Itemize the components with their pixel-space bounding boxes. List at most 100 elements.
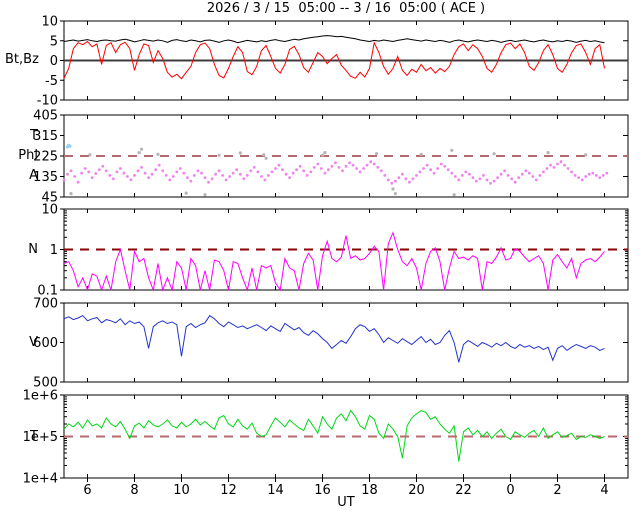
scatter-dot-Phi-uncertain [450,148,454,152]
y-tick-label: 700 [33,297,58,312]
scatter-dot-Phi [281,168,284,172]
scatter-dot-Phi [485,178,489,182]
scatter-dot-Phi [66,172,69,176]
scatter-dot-Phi [235,168,239,172]
scatter-dot-Phi [443,164,447,168]
scatter-dot-Phi [591,171,595,175]
scatter-dot-Phi-uncertain [184,191,188,195]
scatter-dot-Phi [108,174,112,177]
scatter-dot-Phi-uncertain [375,152,379,156]
scatter-dot-Phi [411,177,415,181]
scatter-dot-Phi [334,161,337,165]
scatter-dot-Phi [245,174,249,177]
scatter-dot-Phi [524,169,528,173]
scatter-dot-Phi [178,167,182,170]
series-line-N [63,231,605,292]
scatter-dot-Phi [587,172,591,176]
scatter-dot-Phi [386,178,390,182]
scatter-dot-Phi-uncertain [217,153,221,157]
scatter-dot-Phi [418,170,422,174]
scatter-dot-Phi [549,163,552,167]
scatter-dot-Phi [175,170,179,174]
scatter-dot-Phi [260,175,263,178]
scatter-dot-Phi [351,163,355,167]
scatter-dot-Phi [573,174,577,177]
scatter-dot-Phi-uncertain [88,153,92,157]
scatter-dot-Phi [468,172,471,176]
scatter-dot-Phi [94,172,98,175]
scatter-dot-Phi [482,174,485,177]
scatter-dot-Phi-uncertain [584,153,588,157]
panel-label-temperature: T [30,429,38,444]
scatter-dot-Phi [309,170,313,174]
scatter-dot-Phi [492,179,496,183]
scatter-dot-Phi-uncertain [203,193,207,197]
x-tick-label: 16 [314,483,331,498]
x-tick-label: 12 [220,483,237,498]
scatter-dot-Phi [133,174,136,177]
scatter-dot-Phi-uncertain [137,151,141,155]
y-tick-label: 45 [41,191,58,206]
y-tick-label: -5 [45,74,58,89]
scatter-dot-Phi [534,178,538,182]
x-tick-label: 6 [83,483,91,498]
scatter-dot-Phi [379,169,383,173]
scatter-dot-Phi [69,169,73,173]
scatter-dot-Phi-uncertain [393,192,397,196]
scatter-dot-Phi [408,180,411,184]
scatter-dot-Phi [446,168,450,172]
scatter-dot-Phi [358,170,362,174]
scatter-dot-Phi-uncertain [262,153,266,157]
scatter-dot-Phi [489,181,492,185]
y-tick-label: 10 [41,15,58,30]
scatter-dot-Phi [186,176,189,180]
y-tick-label: 405 [33,109,58,124]
scatter-dot-Phi-uncertain [419,152,423,156]
y-tick-label: 1 [50,243,58,258]
scatter-dot-Phi [341,169,344,173]
x-tick-label: 18 [361,483,378,498]
scatter-dot-Phi [570,170,573,174]
scatter-dot-Phi-uncertain [140,147,144,151]
y-tick-label: 5 [50,34,58,49]
scatter-dot-Phi [298,164,302,168]
scatter-dot-Phi-uncertain [69,192,73,196]
scatter-dot-Phi [87,170,91,174]
scatter-dot-Phi [584,175,588,178]
scatter-dot-Phi [327,168,330,172]
scatter-dot-Phi [323,171,327,175]
scatter-dot-Phi [542,170,545,174]
y-tick-label: 225 [33,150,58,165]
scatter-dot-Phi [161,169,165,173]
series-line-Bt [63,35,605,44]
scatter-dot-Phi [362,167,365,170]
scatter-dot-Phi-uncertain [452,193,456,197]
scatter-dot-Phi [464,170,468,174]
scatter-dot-Phi [580,178,584,182]
scatter-dot-Phi [365,163,369,167]
scatter-dot-Phi [122,171,126,175]
series-line-T [63,409,605,462]
x-tick-label: 4 [600,483,608,498]
scatter-dot-Phi [182,171,186,175]
scatter-dot-Phi [267,174,270,177]
scatter-dot-Phi [119,167,122,170]
scatter-dot-Phi [238,172,242,176]
scatter-dot-Phi [252,166,256,169]
scatter-dot-Phi [189,179,193,183]
x-axis-label: UT [337,495,355,510]
scatter-dot-Phi [203,176,207,180]
scatter-dot-Phi [97,168,101,172]
scatter-dot-Phi [256,170,260,174]
y-tick-label: 10 [41,203,58,218]
scatter-dot-Phi [207,180,210,184]
x-tick-label: 10 [173,483,190,498]
scatter-dot-Phi [453,175,457,178]
scatter-dot-Phi [422,167,425,170]
scatter-dot-Phi [513,180,517,184]
scatter-dot-Phi [115,170,119,174]
scatter-dot-Phi [274,167,277,170]
scatter-dot-Phi [140,166,144,169]
scatter-dot-Phi [319,167,323,170]
scatter-dot-Phi [126,175,129,178]
